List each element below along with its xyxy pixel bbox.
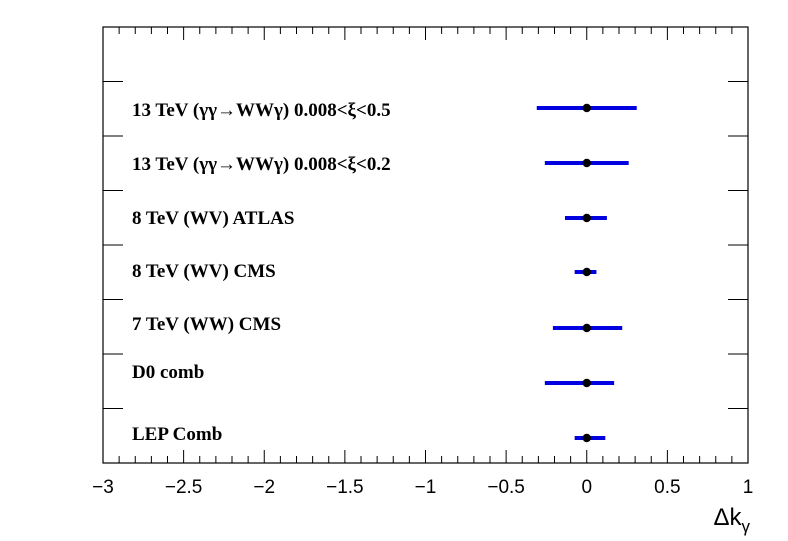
- x-tick-label: −1: [415, 477, 437, 498]
- x-axis-title-subscript: γ: [742, 517, 751, 536]
- row-label: 13 TeV (γγ→WWγ) 0.008<ξ<0.2: [132, 154, 391, 175]
- data-point: [582, 433, 591, 443]
- row-labels: 13 TeV (γγ→WWγ) 0.008<ξ<0.5 13 TeV (γγ→WW…: [132, 100, 391, 445]
- x-tick-label: −3: [92, 477, 114, 498]
- x-axis-title: Δkγ: [713, 504, 750, 536]
- x-tick-label: −2.5: [165, 477, 203, 498]
- axis-ticks: −3 −2.5 −2 −1.5 −1 −0.5 0 0.5 1: [92, 27, 753, 498]
- data-point: [582, 213, 591, 223]
- row-label: 7 TeV (WW) CMS: [132, 314, 281, 335]
- x-tick-label: −0.5: [487, 477, 525, 498]
- x-tick-label: 1: [743, 477, 754, 498]
- row-label: D0 comb: [132, 362, 204, 383]
- row-label: 8 TeV (WV) CMS: [132, 261, 276, 282]
- plot-border: [102, 26, 749, 464]
- x-tick-label: 0: [581, 477, 592, 498]
- x-axis-title-main: Δk: [713, 504, 742, 531]
- row-label: 13 TeV (γγ→WWγ) 0.008<ξ<0.5: [132, 100, 391, 121]
- x-tick-label: −1.5: [326, 477, 364, 498]
- data-marks: [536, 103, 637, 443]
- data-point: [582, 267, 591, 277]
- plot-frame: [102, 26, 749, 464]
- row-label: 8 TeV (WV) ATLAS: [132, 208, 294, 229]
- data-point: [582, 323, 591, 333]
- x-tick-label: −2: [253, 477, 275, 498]
- x-tick-label: 0.5: [654, 477, 680, 498]
- data-point: [582, 103, 591, 113]
- data-point: [582, 378, 591, 388]
- row-label: LEP Comb: [132, 424, 222, 445]
- data-point: [582, 158, 591, 168]
